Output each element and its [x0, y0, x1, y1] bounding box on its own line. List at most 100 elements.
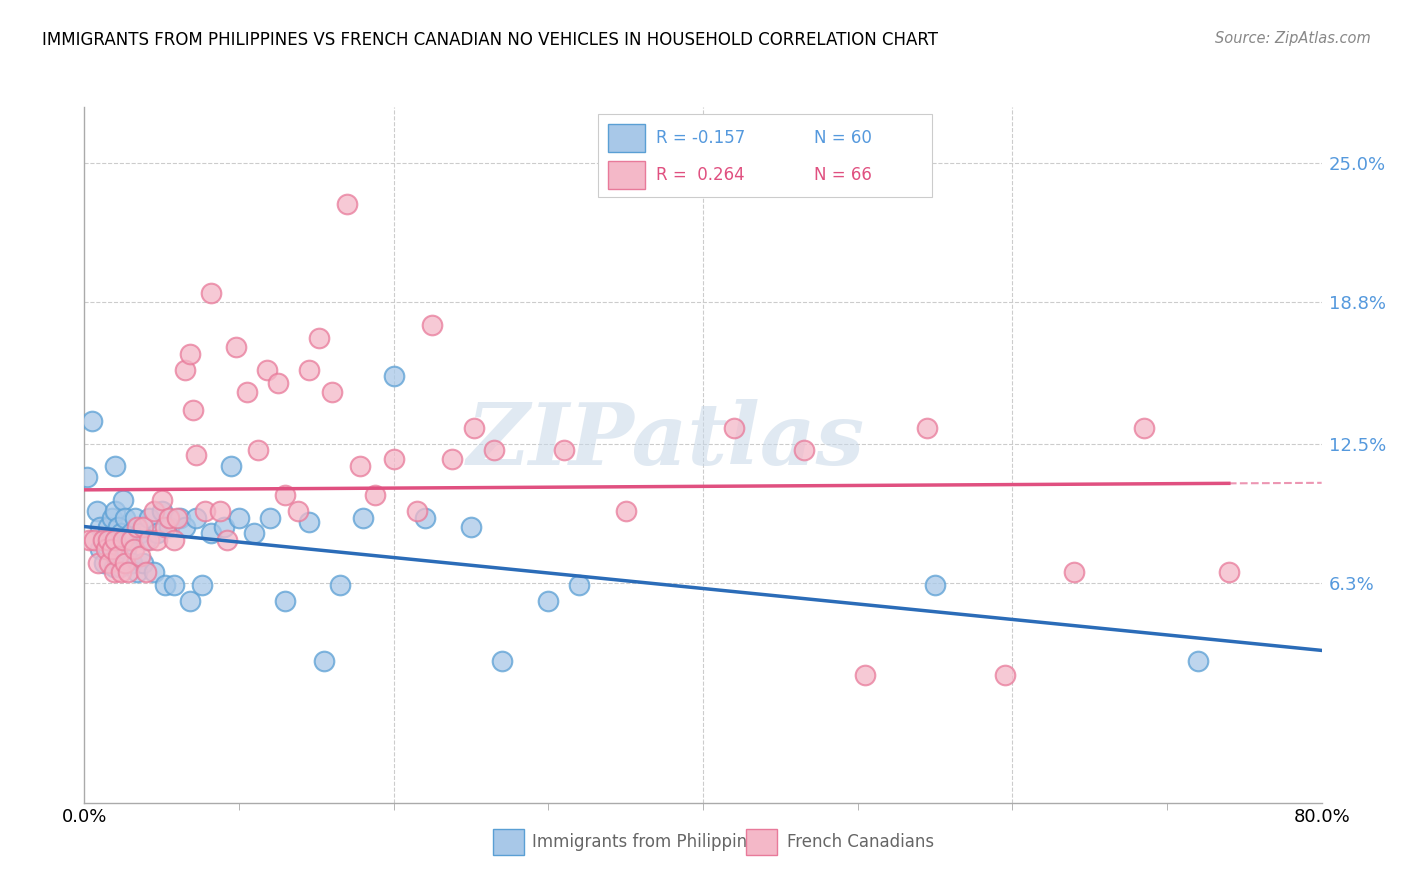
- Point: [553, 443, 575, 458]
- Point: [132, 556, 155, 570]
- Text: ZIPatlas: ZIPatlas: [467, 400, 865, 483]
- Point: [314, 654, 336, 668]
- Point: [200, 286, 222, 301]
- Point: [1063, 565, 1085, 579]
- Point: [104, 459, 127, 474]
- Point: [91, 533, 114, 548]
- Point: [100, 533, 122, 548]
- Point: [110, 565, 132, 579]
- Point: [491, 654, 513, 668]
- Point: [308, 331, 330, 345]
- Point: [212, 520, 235, 534]
- Point: [107, 549, 129, 563]
- Point: [236, 385, 259, 400]
- Point: [89, 520, 111, 534]
- Point: [174, 520, 197, 534]
- Point: [124, 510, 146, 524]
- Point: [924, 578, 946, 592]
- Point: [135, 565, 157, 579]
- Point: [97, 520, 120, 534]
- Point: [114, 556, 136, 570]
- Point: [181, 403, 204, 417]
- Point: [267, 376, 290, 390]
- Point: [89, 542, 111, 557]
- Point: [228, 510, 250, 524]
- Point: [114, 510, 136, 524]
- Text: Immigrants from Philippines: Immigrants from Philippines: [533, 833, 766, 851]
- Bar: [747, 829, 778, 855]
- Point: [200, 526, 222, 541]
- Point: [135, 533, 157, 548]
- Point: [122, 542, 145, 557]
- Point: [349, 459, 371, 474]
- Bar: [492, 829, 523, 855]
- Point: [153, 578, 176, 592]
- Point: [125, 520, 148, 534]
- Point: [1187, 654, 1209, 668]
- Point: [129, 526, 152, 541]
- Point: [163, 578, 186, 592]
- Point: [107, 520, 129, 534]
- Point: [256, 362, 278, 376]
- Point: [143, 565, 166, 579]
- Point: [103, 565, 125, 579]
- Point: [125, 565, 148, 579]
- Point: [1133, 421, 1156, 435]
- Point: [104, 504, 127, 518]
- Point: [94, 542, 117, 557]
- Point: [129, 549, 152, 563]
- Point: [246, 443, 269, 458]
- Point: [93, 556, 115, 570]
- Point: [321, 385, 343, 400]
- Point: [169, 510, 191, 524]
- Text: R = -0.157: R = -0.157: [657, 129, 745, 147]
- Point: [413, 510, 436, 524]
- Point: [76, 470, 98, 484]
- Point: [917, 421, 939, 435]
- Point: [138, 510, 160, 524]
- Point: [179, 347, 201, 361]
- Point: [115, 542, 138, 557]
- Point: [614, 504, 637, 518]
- Point: [298, 515, 321, 529]
- Point: [225, 340, 247, 354]
- Point: [120, 533, 142, 548]
- Text: N = 66: N = 66: [814, 166, 872, 185]
- Point: [215, 533, 238, 548]
- Point: [793, 443, 815, 458]
- Point: [105, 542, 128, 557]
- Point: [150, 492, 173, 507]
- Point: [298, 362, 321, 376]
- Point: [191, 578, 214, 592]
- Point: [209, 504, 232, 518]
- Point: [221, 459, 243, 474]
- Point: [83, 533, 105, 548]
- Point: [82, 414, 104, 428]
- Point: [184, 510, 207, 524]
- Point: [146, 526, 169, 541]
- Point: [422, 318, 444, 332]
- Point: [110, 526, 132, 541]
- Point: [179, 594, 201, 608]
- Bar: [607, 161, 645, 189]
- Bar: [607, 124, 645, 153]
- Point: [103, 560, 125, 574]
- Point: [87, 556, 110, 570]
- Point: [97, 542, 120, 557]
- Point: [287, 504, 309, 518]
- Point: [150, 504, 173, 518]
- Point: [382, 452, 405, 467]
- Point: [108, 560, 131, 574]
- Point: [120, 526, 142, 541]
- Point: [441, 452, 464, 467]
- Point: [329, 578, 352, 592]
- Point: [259, 510, 281, 524]
- Point: [194, 504, 217, 518]
- Point: [101, 510, 124, 524]
- Point: [159, 510, 181, 524]
- Point: [112, 492, 135, 507]
- Point: [159, 520, 181, 534]
- Point: [153, 520, 176, 534]
- FancyBboxPatch shape: [598, 114, 932, 197]
- Point: [994, 668, 1017, 682]
